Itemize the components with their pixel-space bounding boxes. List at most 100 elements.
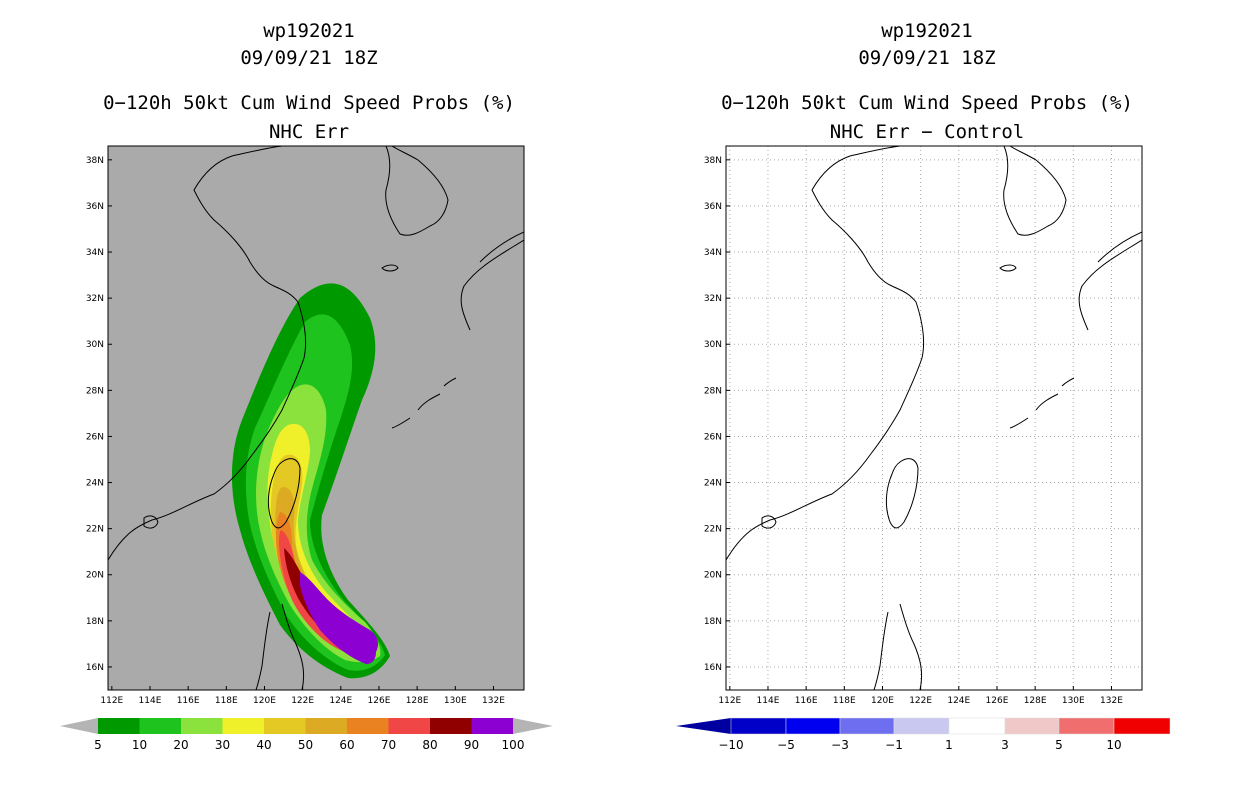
colorbar-box	[839, 717, 895, 735]
cheju	[381, 264, 399, 272]
lon-tick-label: 120E	[871, 696, 894, 706]
lon-tick-label: 128E	[406, 696, 429, 706]
colorbar-box	[1004, 717, 1060, 735]
lat-tick-label: 38N	[704, 156, 722, 166]
lat-tick-label: 24N	[704, 479, 722, 489]
lat-tick-label: 18N	[86, 617, 104, 627]
lat-tick-label: 34N	[704, 248, 722, 258]
lon-tick-label: 114E	[757, 696, 780, 706]
colorbar-label: 1	[945, 738, 953, 752]
lon-tick-label: 126E	[368, 696, 391, 706]
left-storm-id: wp192021	[263, 20, 355, 42]
lat-tick-label: 28N	[704, 386, 722, 396]
right-colorbar: −10 −5 −3 −1 1 3 5 10	[676, 717, 1171, 752]
colorbar-box	[948, 717, 1006, 735]
probability-swath	[231, 283, 390, 679]
colorbar-label: 60	[339, 738, 354, 752]
hainan	[761, 515, 777, 529]
colorbar-high-arrow	[513, 718, 553, 734]
coastlines	[108, 146, 524, 690]
lat-tick-label: 32N	[704, 294, 722, 304]
colorbar-box	[730, 717, 787, 735]
colorbar-box	[388, 718, 430, 734]
lon-tick-label: 118E	[833, 696, 856, 706]
lat-tick-label: 34N	[86, 248, 104, 258]
ryukyu-islands	[1009, 377, 1075, 429]
map-frame	[725, 145, 1143, 691]
swath-40	[270, 454, 374, 656]
lon-tick-label: 128E	[1024, 696, 1047, 706]
lat-tick-label: 26N	[86, 432, 104, 442]
lat-tick-label: 32N	[86, 294, 104, 304]
colorbar-box	[1058, 717, 1115, 735]
lat-tick-label: 30N	[704, 340, 722, 350]
left-subtitle: NHC Err	[268, 121, 350, 143]
colorbar-box	[305, 718, 347, 734]
colorbar-label: 10	[1106, 738, 1121, 752]
lat-tick-label: 36N	[704, 202, 722, 212]
colorbar-label: −5	[777, 738, 795, 752]
japan-coast	[479, 231, 524, 263]
axis-ticks: 112E 114E 116E 118E 120E 122E 124E 126E 128E 130E…	[86, 156, 505, 706]
lat-tick-label: 26N	[704, 432, 722, 442]
left-colorbar: 5 10 20 30 40 50 60 70 80 90 100	[60, 718, 553, 752]
colorbar-label: 80	[422, 738, 437, 752]
hainan	[143, 515, 159, 529]
colorbar-box	[347, 718, 389, 734]
right-storm-id: wp192021	[881, 20, 973, 42]
left-panel: wp192021 09/09/21 18Z 0−120h 50kt Cum Wi…	[60, 20, 553, 752]
colorbar-box	[785, 717, 841, 735]
colorbar-box	[471, 718, 513, 734]
lat-tick-label: 20N	[86, 571, 104, 581]
luzon	[873, 603, 923, 690]
right-subtitle: NHC Err − Control	[829, 121, 1025, 143]
colorbar-label: −3	[831, 738, 849, 752]
lon-tick-label: 132E	[482, 696, 505, 706]
right-panel: wp192021 09/09/21 18Z 0−120h 50kt Cum Wi…	[618, 0, 1236, 800]
axis-ticks: 112E 114E 116E 118E 120E 122E 124E 126E 128E 130E…	[704, 156, 1123, 706]
lat-tick-label: 20N	[704, 571, 722, 581]
lat-tick-label: 38N	[86, 156, 104, 166]
colorbar-label: 70	[381, 738, 396, 752]
colorbar-label: 5	[94, 738, 102, 752]
cheju	[999, 264, 1017, 272]
lat-tick-label: 36N	[86, 202, 104, 212]
lon-tick-label: 112E	[100, 696, 123, 706]
colorbar-box	[1113, 717, 1171, 735]
luzon	[255, 603, 305, 690]
lon-tick-label: 132E	[1100, 696, 1123, 706]
colorbar-box	[893, 717, 950, 735]
china-coast	[108, 146, 307, 561]
lat-tick-label: 24N	[86, 479, 104, 489]
swath-90	[300, 572, 378, 664]
lat-tick-label: 16N	[86, 663, 104, 673]
lon-tick-label: 130E	[444, 696, 467, 706]
colorbar-box	[430, 718, 472, 734]
lon-tick-label: 122E	[909, 696, 932, 706]
colorbar-box	[264, 718, 306, 734]
lon-tick-label: 130E	[1062, 696, 1085, 706]
colorbar-box	[222, 718, 264, 734]
korea	[1003, 146, 1067, 236]
lat-tick-label: 16N	[704, 663, 722, 673]
colorbar-box	[98, 718, 140, 734]
lon-tick-label: 124E	[947, 696, 970, 706]
colorbar-label: 90	[464, 738, 479, 752]
colorbar-label: 3	[1001, 738, 1009, 752]
lon-tick-label: 118E	[215, 696, 238, 706]
coastlines	[726, 146, 1142, 690]
colorbar-box	[139, 718, 181, 734]
lon-tick-label: 122E	[291, 696, 314, 706]
colorbar-label: −10	[718, 738, 743, 752]
colorbar-label: 100	[502, 738, 525, 752]
lat-tick-label: 22N	[704, 525, 722, 535]
lon-tick-label: 120E	[253, 696, 276, 706]
lat-tick-label: 28N	[86, 386, 104, 396]
lon-tick-label: 116E	[177, 696, 200, 706]
lat-tick-label: 18N	[704, 617, 722, 627]
lon-tick-label: 112E	[718, 696, 741, 706]
china-coast	[726, 146, 925, 561]
korea	[385, 146, 449, 236]
colorbar-label: 40	[256, 738, 271, 752]
right-product-title: 0−120h 50kt Cum Wind Speed Probs (%)	[721, 92, 1133, 114]
